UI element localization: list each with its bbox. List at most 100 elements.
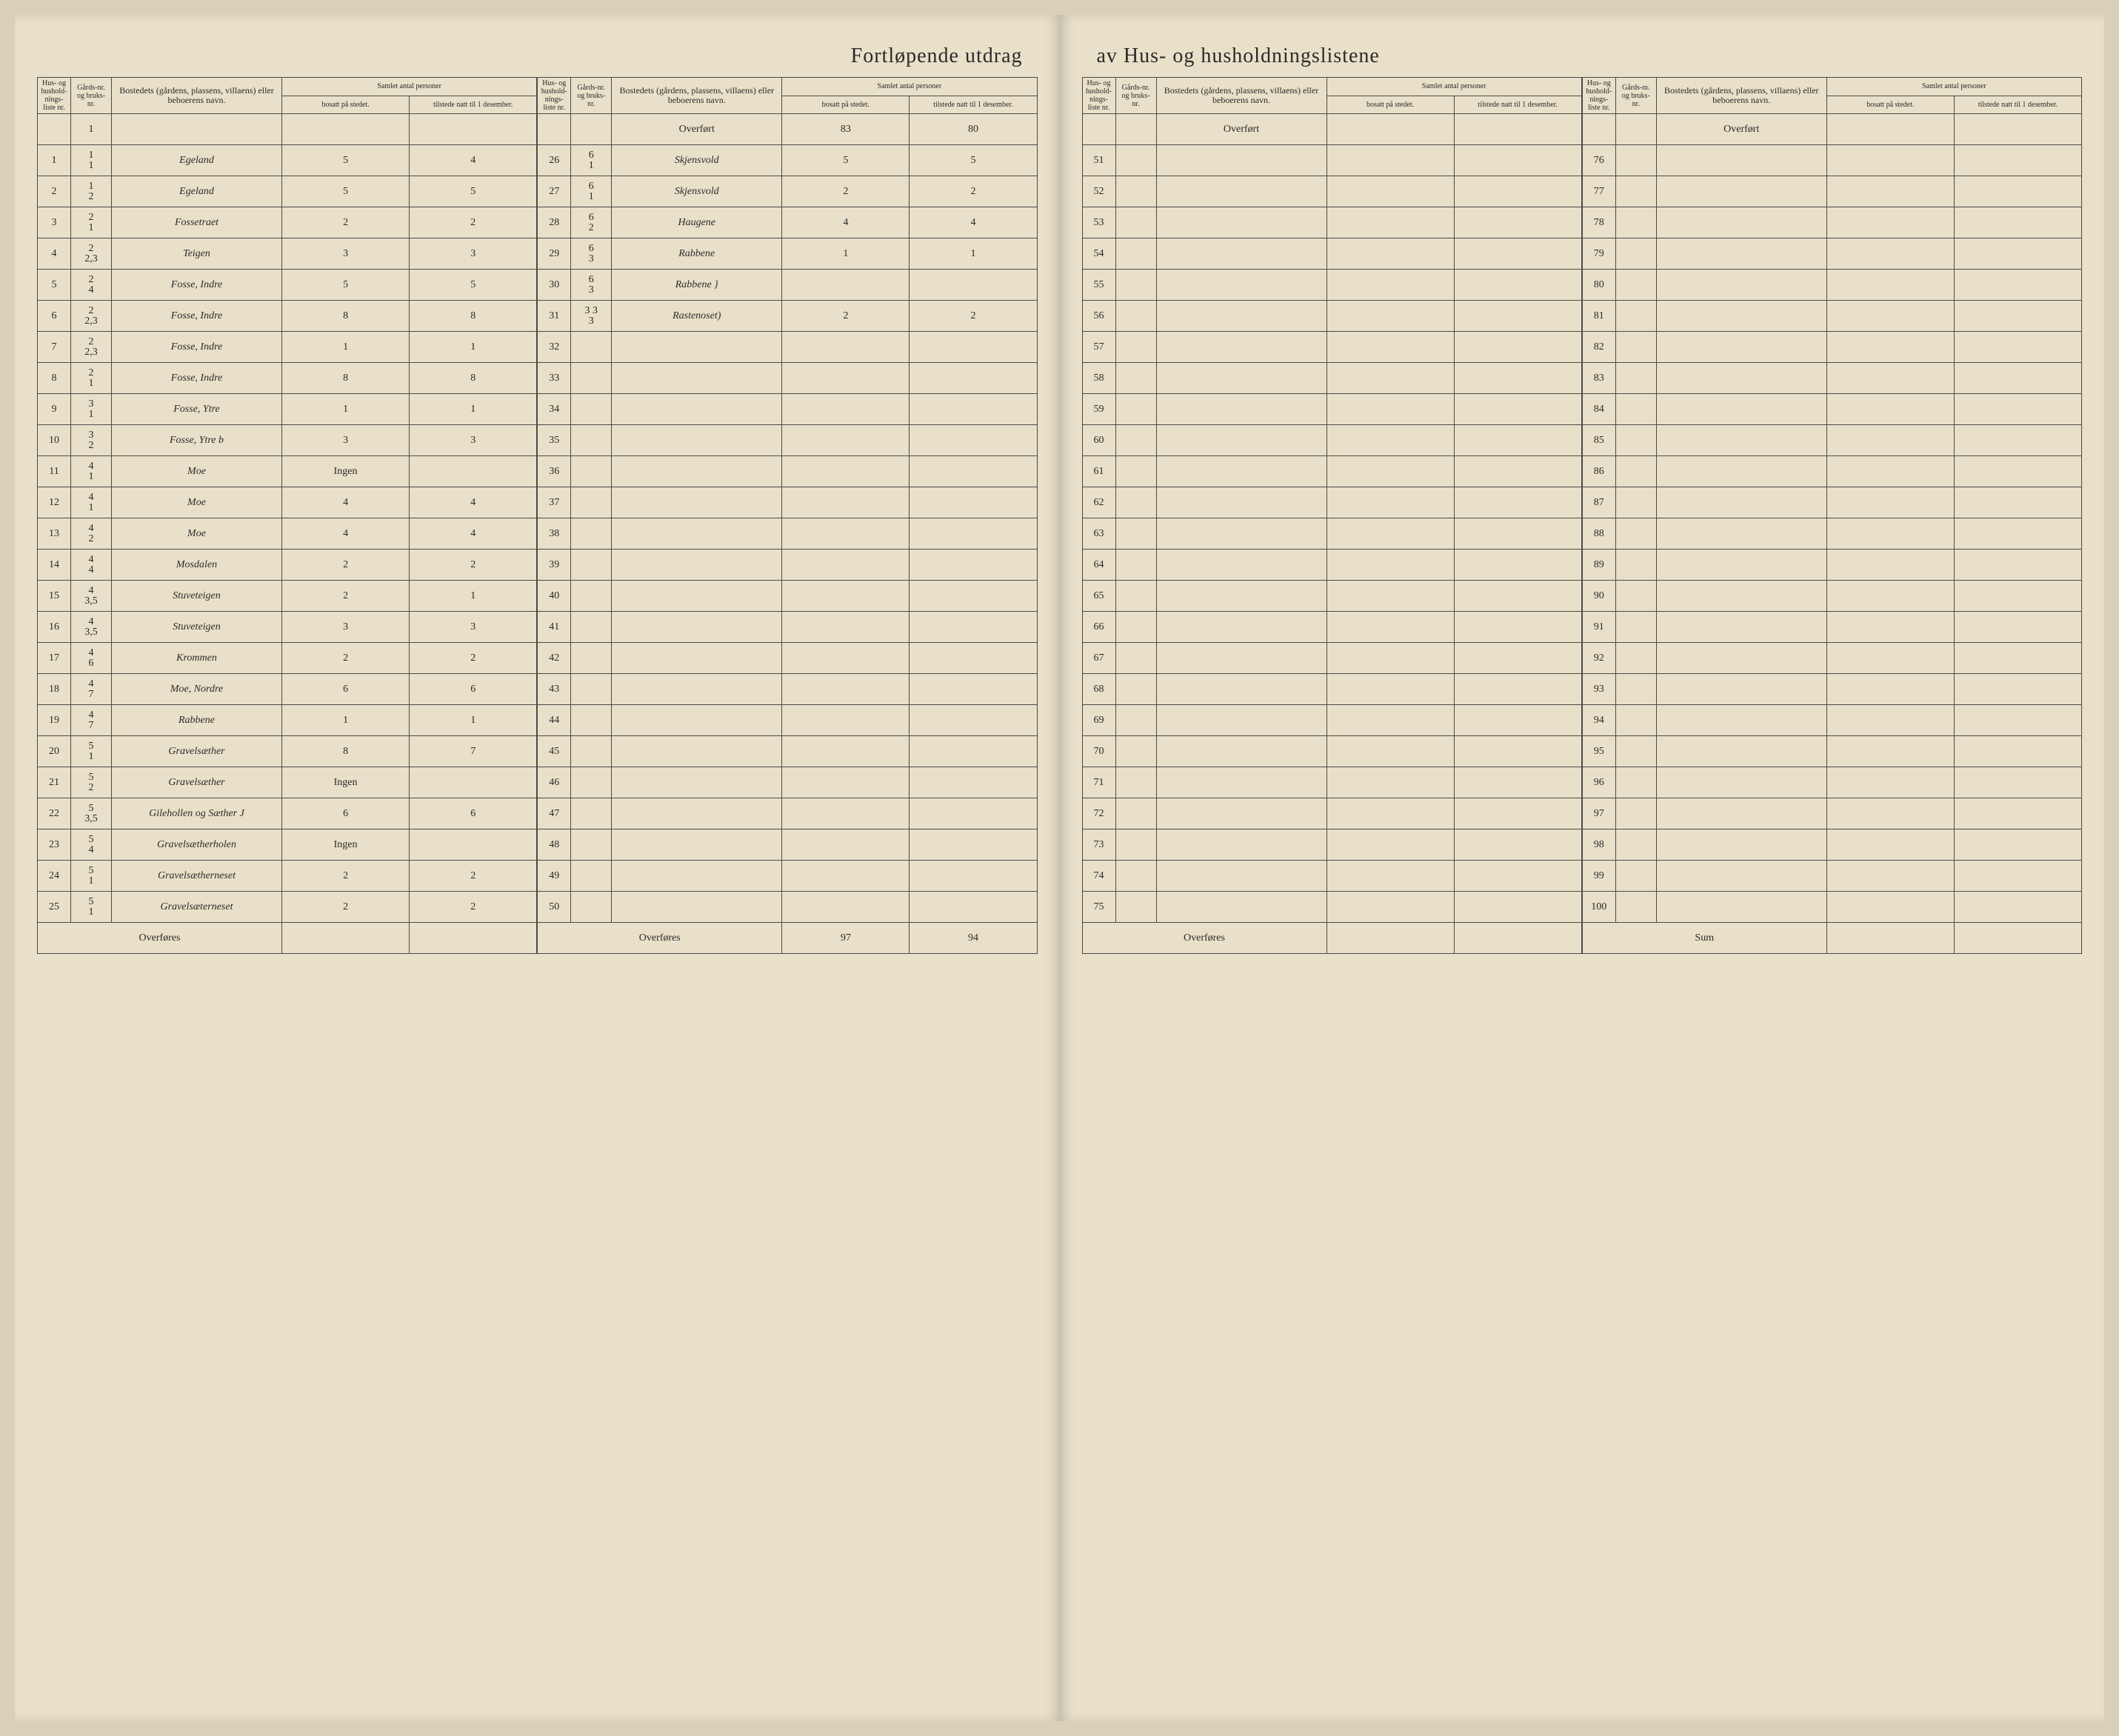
row-gards [1615, 643, 1656, 674]
table-header: Hus- og hushold-nings-liste nr. Gårds-nr… [38, 78, 537, 114]
row-nr: 67 [1082, 643, 1115, 674]
row-gards [1615, 798, 1656, 829]
header-samlet: Samlet antal personer [1327, 78, 1581, 96]
row-tilstede [1454, 145, 1581, 176]
row-bosatt [1826, 861, 1954, 892]
header-gards: Gårds-nr. og bruks-nr. [71, 78, 112, 114]
table-row: 931Fosse, Ytre11 [38, 394, 537, 425]
row-bosatt [1327, 176, 1454, 207]
table-row: 1643,5Stuveteigen33 [38, 612, 537, 643]
table-row: 65 [1082, 581, 1581, 612]
table-row: 63 [1082, 518, 1581, 550]
row-bosatt [1327, 363, 1454, 394]
row-nr: 39 [538, 550, 571, 581]
table-row: 722,3Fosse, Indre11 [38, 332, 537, 363]
row-gards [571, 581, 612, 612]
row-bosatt [1327, 798, 1454, 829]
table-row: 622,3Fosse, Indre88 [38, 301, 537, 332]
row-bosatt [1327, 829, 1454, 861]
row-gards: 3 33 [571, 301, 612, 332]
row-tilstede: 5 [910, 145, 1037, 176]
row-tilstede [1954, 487, 2081, 518]
row-name: Gilehollen og Sæther J [112, 798, 282, 829]
row-bosatt [1826, 394, 1954, 425]
row-tilstede [910, 767, 1037, 798]
row-name: Stuveteigen [112, 581, 282, 612]
row-nr: 99 [1582, 861, 1615, 892]
row-bosatt [782, 861, 910, 892]
header-gards: Gårds-nr. og bruks-nr. [1615, 78, 1656, 114]
row-tilstede [1954, 518, 2081, 550]
row-bosatt [1327, 861, 1454, 892]
row-tilstede [1454, 612, 1581, 643]
row-name [612, 767, 782, 798]
row-name: Moe, Nordre [112, 674, 282, 705]
row-nr: 72 [1082, 798, 1115, 829]
row-gards [1615, 612, 1656, 643]
row-name: Skjensvold [612, 176, 782, 207]
row-nr: 91 [1582, 612, 1615, 643]
row-nr: 28 [538, 207, 571, 238]
row-tilstede [1954, 363, 2081, 394]
row-gards: 63 [571, 238, 612, 270]
row-nr: 13 [38, 518, 71, 550]
row-name: Haugene [612, 207, 782, 238]
table-row: 35 [538, 425, 1037, 456]
row-tilstede [910, 829, 1037, 861]
row-gards [571, 829, 612, 861]
table-row: 61 [1082, 456, 1581, 487]
table-row: 42 [538, 643, 1037, 674]
table-row: 2451Gravelsætherneset22 [38, 861, 537, 892]
row-bosatt [1327, 767, 1454, 798]
row-name [1156, 145, 1327, 176]
table-row: 2761Skjensvold22 [538, 176, 1037, 207]
row-nr: 96 [1582, 767, 1615, 798]
row-tilstede: 3 [410, 425, 537, 456]
row-name [1656, 270, 1826, 301]
row-gards [1615, 145, 1656, 176]
row-tilstede: 4 [910, 207, 1037, 238]
row-nr: 57 [1082, 332, 1115, 363]
header-tilstede: tilstede natt til 1 desember. [1954, 96, 2081, 114]
row-nr: 80 [1582, 270, 1615, 301]
row-tilstede [910, 518, 1037, 550]
row-nr: 18 [38, 674, 71, 705]
row-gards [1115, 674, 1156, 705]
row-gards [1115, 145, 1156, 176]
row-nr: 29 [538, 238, 571, 270]
row-tilstede [1454, 270, 1581, 301]
row-gards [571, 550, 612, 581]
row-gards [571, 767, 612, 798]
header-samlet: Samlet antal personer [1826, 78, 2081, 96]
ledger-block-2: Hus- og hushold-nings-liste nr. Gårds-nr… [537, 77, 1037, 954]
row-gards [571, 798, 612, 829]
row-bosatt [1327, 238, 1454, 270]
row-bosatt: 4 [282, 518, 410, 550]
row-gards [571, 674, 612, 705]
row-tilstede [1954, 456, 2081, 487]
row-bosatt: 6 [282, 674, 410, 705]
row-gards [571, 487, 612, 518]
row-tilstede: 1 [410, 394, 537, 425]
table-row: 99 [1582, 861, 2081, 892]
row-gards: 53,5 [71, 798, 112, 829]
table-row: 2551Gravelsæterneset22 [38, 892, 537, 923]
table-row: 81 [1582, 301, 2081, 332]
row-name [1156, 518, 1327, 550]
row-tilstede: 7 [410, 736, 537, 767]
row-name [1656, 207, 1826, 238]
row-nr: 58 [1082, 363, 1115, 394]
row-nr: 61 [1082, 456, 1115, 487]
row-nr: 45 [538, 736, 571, 767]
table-row: 64 [1082, 550, 1581, 581]
row-bosatt [1826, 674, 1954, 705]
row-name [612, 425, 782, 456]
row-bosatt [1327, 207, 1454, 238]
row-tilstede [1454, 550, 1581, 581]
row-nr: 47 [538, 798, 571, 829]
row-name: Fosse, Indre [112, 270, 282, 301]
row-tilstede [1454, 705, 1581, 736]
row-nr: 30 [538, 270, 571, 301]
row-gards [1115, 550, 1156, 581]
table-row: 1342Moe44 [38, 518, 537, 550]
